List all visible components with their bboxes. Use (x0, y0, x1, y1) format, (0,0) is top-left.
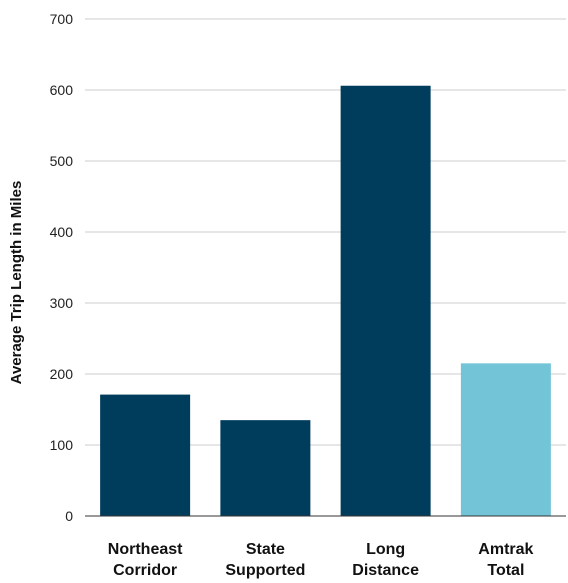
x-category-label: Long Distance (352, 541, 419, 579)
y-tick-label: 200 (50, 366, 74, 382)
y-axis-title: Average Trip Length in Miles (8, 181, 25, 385)
x-category-label-line: Supported (225, 562, 305, 579)
bar-long-distance (340, 85, 431, 517)
x-category-label-line: Total (487, 562, 524, 579)
bar-state-supported (220, 420, 311, 516)
y-tick-label: 0 (65, 508, 73, 524)
x-category-label: State Supported (225, 541, 305, 579)
x-category-label: Amtrak Total (478, 541, 533, 579)
bar-northeast-corridor (100, 394, 191, 516)
x-category-label-line: Long (366, 541, 405, 558)
y-tick-label: 100 (50, 437, 74, 453)
x-axis-category-labels: Northeast Corridor State Supported Long Dista… (108, 541, 534, 579)
bars (100, 85, 551, 517)
y-axis-tick-labels: 0 100 200 300 400 500 600 700 (50, 11, 74, 524)
x-category-label-line: Northeast (108, 541, 183, 558)
x-category-label: Northeast Corridor (108, 541, 183, 579)
gridlines (85, 18, 566, 446)
x-category-label-line: Distance (352, 562, 419, 579)
y-tick-label: 600 (50, 82, 74, 98)
x-category-label-line: State (246, 541, 285, 558)
x-category-label-line: Amtrak (478, 541, 533, 558)
y-tick-label: 700 (50, 11, 74, 27)
x-category-label-line: Corridor (113, 562, 177, 579)
y-tick-label: 400 (50, 224, 74, 240)
bar-amtrak-total (460, 363, 551, 516)
y-tick-label: 300 (50, 295, 74, 311)
y-tick-label: 500 (50, 153, 74, 169)
